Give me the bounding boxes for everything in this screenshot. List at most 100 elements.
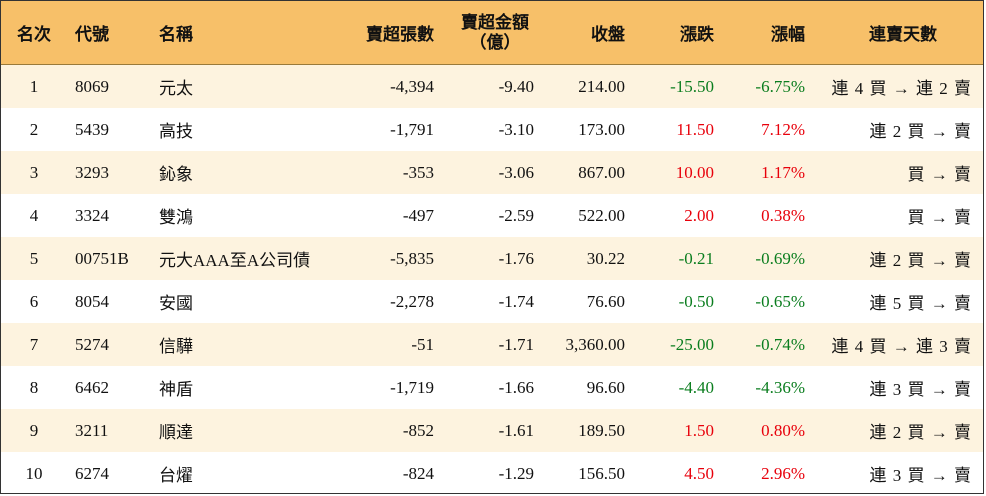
cell-sell-streak: 連 4 買 → 連 3 賣 xyxy=(831,337,972,356)
cell-close: 30.22 xyxy=(586,248,625,268)
cell-close: 189.50 xyxy=(578,420,625,440)
cell-rank: 5 xyxy=(29,248,39,268)
cell-sell-amount: -1.71 xyxy=(498,334,534,354)
header-sell-amount-unit: （億） xyxy=(469,32,521,52)
header-rank: 名次 xyxy=(17,25,51,44)
cell-code: 8069 xyxy=(75,76,109,96)
cell-sell-amount: -1.66 xyxy=(498,377,534,397)
cell-sell-shares: -824 xyxy=(402,463,434,483)
cell-change-pct: 2.96% xyxy=(761,463,805,483)
cell-sell-shares: -1,791 xyxy=(390,119,434,139)
header-sell-amount-title: 賣超金額 xyxy=(461,12,529,32)
table-row[interactable]: 3 3293 鈊象 -353 -3.06 867.00 10.00 1.17% 買 → 賣 xyxy=(1,151,983,194)
cell-sell-amount: -1.74 xyxy=(498,291,534,311)
cell-close: 867.00 xyxy=(578,162,625,182)
cell-sell-shares: -4,394 xyxy=(390,76,434,96)
cell-change: 10.00 xyxy=(675,162,714,182)
table-row[interactable]: 9 3211 順達 -852 -1.61 189.50 1.50 0.80% 連 2 買 → 賣 xyxy=(1,409,983,452)
header-code: 代號 xyxy=(75,25,109,44)
cell-sell-shares: -497 xyxy=(402,205,434,225)
cell-name: 信驊 xyxy=(159,337,193,356)
cell-code: 3211 xyxy=(75,420,109,440)
cell-sell-amount: -3.06 xyxy=(498,162,534,182)
cell-rank: 10 xyxy=(25,463,43,483)
cell-change-pct: -0.65% xyxy=(755,291,805,311)
cell-change-pct: 0.38% xyxy=(761,205,805,225)
cell-change-pct: -0.69% xyxy=(755,248,805,268)
cell-close: 96.60 xyxy=(586,377,625,397)
cell-change-pct: -0.74% xyxy=(755,334,805,354)
cell-code: 8054 xyxy=(75,291,109,311)
header-sell-streak: 連賣天數 xyxy=(869,25,937,44)
cell-sell-streak: 連 2 買 → 賣 xyxy=(869,251,972,270)
header-close: 收盤 xyxy=(591,25,625,44)
cell-close: 156.50 xyxy=(578,463,625,483)
cell-close: 173.00 xyxy=(578,119,625,139)
cell-sell-streak: 連 2 買 → 賣 xyxy=(869,122,972,141)
cell-sell-amount: -2.59 xyxy=(498,205,534,225)
cell-close: 522.00 xyxy=(578,205,625,225)
cell-change-pct: -4.36% xyxy=(755,377,805,397)
cell-change: -0.50 xyxy=(678,291,714,311)
header-sell-amount: 賣超金額 （億） xyxy=(451,1,539,64)
table-row[interactable]: 2 5439 高技 -1,791 -3.10 173.00 11.50 7.12% 連 2 買 … xyxy=(1,108,983,151)
cell-close: 76.60 xyxy=(586,291,625,311)
cell-change: -4.40 xyxy=(678,377,714,397)
cell-sell-shares: -353 xyxy=(402,162,434,182)
cell-rank: 8 xyxy=(29,377,39,397)
cell-sell-streak: 連 5 買 → 賣 xyxy=(869,294,972,313)
cell-change-pct: -6.75% xyxy=(755,76,805,96)
table-row[interactable]: 4 3324 雙鴻 -497 -2.59 522.00 2.00 0.38% 買 → 賣 xyxy=(1,194,983,237)
cell-code: 6274 xyxy=(75,463,109,483)
header-name: 名稱 xyxy=(159,25,193,44)
table-row[interactable]: 8 6462 神盾 -1,719 -1.66 96.60 -4.40 -4.36% 連 3 買 … xyxy=(1,366,983,409)
cell-sell-amount: -9.40 xyxy=(498,76,534,96)
cell-rank: 2 xyxy=(29,119,39,139)
cell-close: 214.00 xyxy=(578,76,625,96)
table-row[interactable]: 7 5274 信驊 -51 -1.71 3,360.00 -25.00 -0.74% 連 4 買… xyxy=(1,323,983,366)
cell-sell-amount: -1.61 xyxy=(498,420,534,440)
cell-change: 2.00 xyxy=(684,205,714,225)
cell-code: 5274 xyxy=(75,334,109,354)
cell-sell-shares: -5,835 xyxy=(390,248,434,268)
cell-sell-shares: -852 xyxy=(402,420,434,440)
header-change-pct: 漲幅 xyxy=(771,25,805,44)
cell-name: 元太 xyxy=(159,79,193,98)
cell-code: 3293 xyxy=(75,162,109,182)
table-row[interactable]: 1 8069 元太 -4,394 -9.40 214.00 -15.50 -6.75% 連 4 … xyxy=(1,65,983,108)
cell-sell-streak: 買 → 賣 xyxy=(907,165,972,184)
cell-rank: 1 xyxy=(29,76,39,96)
cell-sell-streak: 連 4 買 → 連 2 賣 xyxy=(831,79,972,98)
cell-sell-streak: 連 3 買 → 賣 xyxy=(869,466,972,485)
cell-sell-streak: 連 3 買 → 賣 xyxy=(869,380,972,399)
cell-sell-amount: -3.10 xyxy=(498,119,534,139)
cell-change: 1.50 xyxy=(684,420,714,440)
cell-name: 雙鴻 xyxy=(159,208,193,227)
cell-change-pct: 1.17% xyxy=(761,162,805,182)
header-change: 漲跌 xyxy=(680,25,714,44)
cell-change: -25.00 xyxy=(670,334,714,354)
cell-sell-amount: -1.29 xyxy=(498,463,534,483)
table-header: 名次 代號 名稱 賣超張數 賣超金額 （億） 收盤 漲跌 漲幅 連賣天數 xyxy=(1,1,983,65)
cell-change: -15.50 xyxy=(670,76,714,96)
cell-sell-shares: -51 xyxy=(411,334,434,354)
cell-close: 3,360.00 xyxy=(565,334,626,354)
cell-change: 11.50 xyxy=(676,119,714,139)
cell-code: 00751B xyxy=(75,248,129,268)
table-row[interactable]: 6 8054 安國 -2,278 -1.74 76.60 -0.50 -0.65% 連 5 買 … xyxy=(1,280,983,323)
cell-rank: 7 xyxy=(29,334,39,354)
cell-rank: 4 xyxy=(29,205,39,225)
cell-change-pct: 0.80% xyxy=(761,420,805,440)
cell-rank: 6 xyxy=(29,291,39,311)
header-sell-shares: 賣超張數 xyxy=(366,25,434,44)
cell-sell-streak: 買 → 賣 xyxy=(907,208,972,227)
cell-sell-shares: -1,719 xyxy=(390,377,434,397)
cell-change-pct: 7.12% xyxy=(761,119,805,139)
cell-rank: 3 xyxy=(29,162,39,182)
cell-name: 鈊象 xyxy=(159,165,193,184)
cell-sell-amount: -1.76 xyxy=(498,248,534,268)
cell-sell-shares: -2,278 xyxy=(390,291,434,311)
table-row[interactable]: 10 6274 台燿 -824 -1.29 156.50 4.50 2.96% 連 3 買 → … xyxy=(1,452,983,495)
table-row[interactable]: 5 00751B 元大AAA至A公司債 -5,835 -1.76 30.22 -0.21 -0… xyxy=(1,237,983,280)
cell-name: 順達 xyxy=(159,423,193,442)
